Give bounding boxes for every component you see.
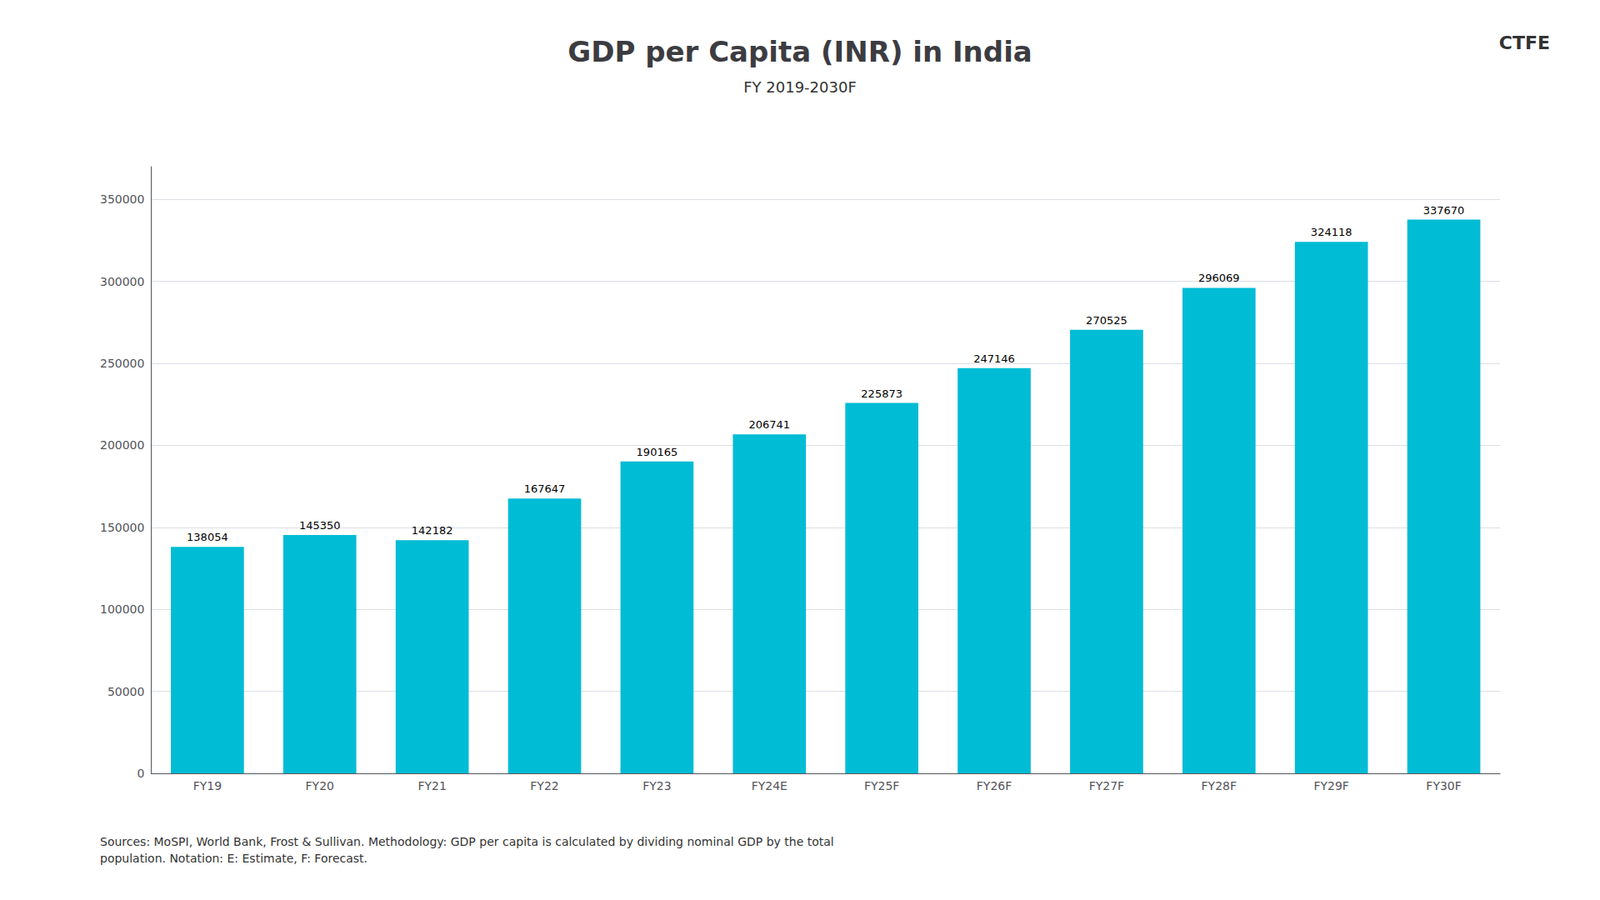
svg-text:50000: 50000 (107, 685, 145, 699)
svg-text:CTFE: CTFE (1499, 32, 1550, 54)
svg-text:FY24E: FY24E (751, 779, 788, 793)
svg-text:FY23: FY23 (642, 779, 671, 793)
svg-text:206741: 206741 (748, 418, 790, 431)
svg-text:200000: 200000 (100, 438, 145, 452)
svg-text:142182: 142182 (411, 524, 454, 537)
svg-text:225873: 225873 (860, 387, 903, 400)
svg-text:FY28F: FY28F (1201, 779, 1237, 793)
svg-text:GDP per Capita (INR) in India: GDP per Capita (INR) in India (567, 35, 1033, 69)
svg-text:167647: 167647 (524, 482, 566, 495)
svg-text:FY30F: FY30F (1425, 779, 1461, 793)
svg-text:FY29F: FY29F (1313, 779, 1349, 793)
svg-text:FY25F: FY25F (864, 779, 900, 793)
svg-text:190165: 190165 (636, 445, 679, 459)
svg-text:FY27F: FY27F (1089, 779, 1125, 793)
svg-text:270525: 270525 (1085, 314, 1128, 327)
svg-text:138054: 138054 (186, 530, 229, 544)
svg-text:population. Notation: E: Estim: population. Notation: E: Estimate, F: Fo… (100, 851, 368, 865)
svg-text:296069: 296069 (1198, 271, 1240, 285)
svg-text:324118: 324118 (1310, 225, 1353, 239)
svg-text:150000: 150000 (100, 520, 145, 535)
svg-text:250000: 250000 (100, 356, 145, 370)
svg-text:337670: 337670 (1423, 204, 1465, 217)
svg-text:FY26F: FY26F (976, 779, 1012, 793)
svg-text:FY 2019-2030F: FY 2019-2030F (743, 78, 857, 96)
svg-text:FY20: FY20 (305, 779, 335, 793)
svg-text:FY19: FY19 (193, 779, 222, 793)
svg-text:350000: 350000 (100, 192, 145, 206)
svg-text:FY22: FY22 (530, 779, 559, 793)
svg-text:247146: 247146 (973, 352, 1015, 365)
svg-text:FY21: FY21 (417, 779, 446, 793)
svg-text:100000: 100000 (100, 602, 145, 616)
svg-text:300000: 300000 (100, 275, 145, 289)
svg-text:0: 0 (137, 766, 145, 780)
svg-text:Sources: MoSPI, World Bank, Fr: Sources: MoSPI, World Bank, Frost & Sull… (100, 835, 835, 849)
svg-text:145350: 145350 (299, 519, 341, 532)
